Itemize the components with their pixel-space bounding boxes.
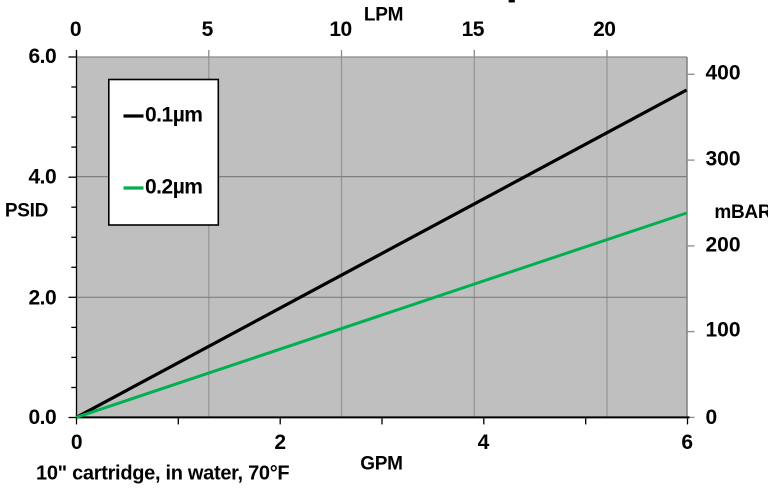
svg-text:300: 300 xyxy=(706,148,741,171)
svg-text:LPM: LPM xyxy=(364,5,403,26)
svg-text:20: 20 xyxy=(593,18,615,41)
svg-text:15: 15 xyxy=(462,18,485,41)
svg-text:5: 5 xyxy=(202,18,214,41)
svg-text:0: 0 xyxy=(706,406,718,429)
svg-text:100: 100 xyxy=(706,319,741,342)
svg-text:400: 400 xyxy=(706,62,741,85)
svg-text:10: 10 xyxy=(329,18,351,41)
svg-text:0.1µm: 0.1µm xyxy=(145,104,202,127)
svg-text:10" cartridge, in water, 70°F: 10" cartridge, in water, 70°F xyxy=(36,463,289,485)
svg-text:2: 2 xyxy=(274,431,285,454)
svg-text:mBAR: mBAR xyxy=(714,202,768,223)
svg-text:200: 200 xyxy=(706,234,741,257)
svg-text:4.0: 4.0 xyxy=(28,166,56,189)
svg-text:0.0: 0.0 xyxy=(28,406,56,429)
svg-text:4: 4 xyxy=(478,431,490,454)
svg-text:6.0: 6.0 xyxy=(28,45,56,68)
svg-text:6: 6 xyxy=(681,431,692,454)
svg-text:PSID: PSID xyxy=(5,201,48,222)
svg-text:GPM: GPM xyxy=(360,454,402,475)
svg-text:0.2µm: 0.2µm xyxy=(145,176,202,199)
svg-text:2.0: 2.0 xyxy=(28,287,56,310)
svg-text:0: 0 xyxy=(70,18,81,41)
svg-text:0: 0 xyxy=(71,431,82,454)
